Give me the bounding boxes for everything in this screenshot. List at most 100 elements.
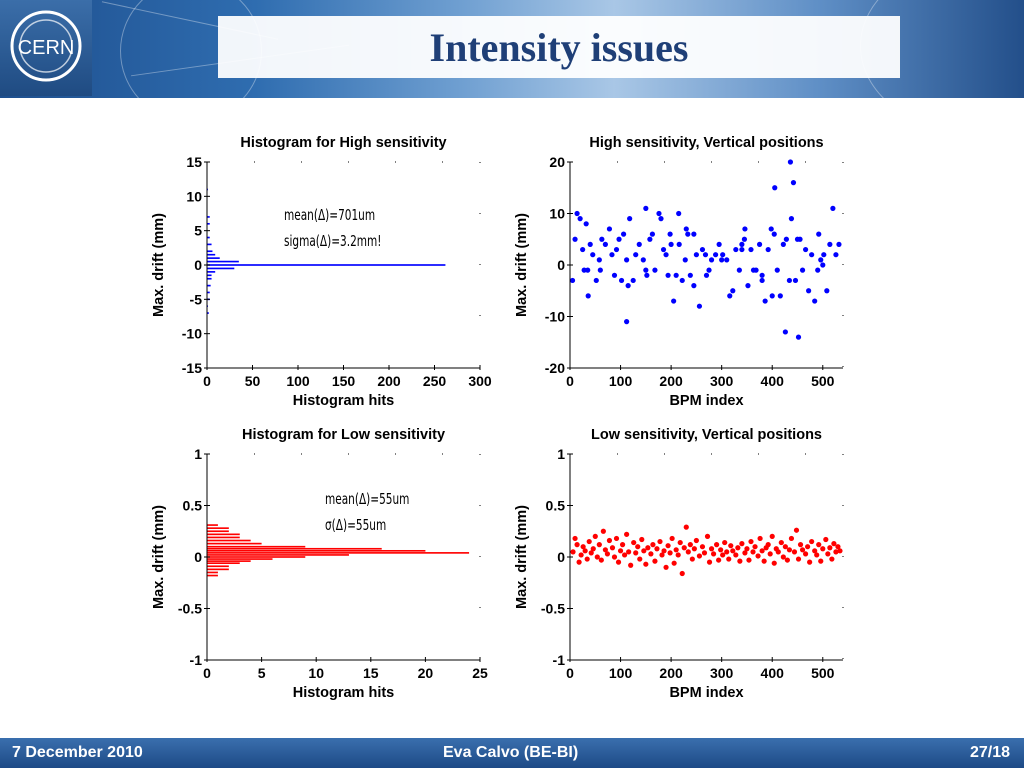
histogram-bar bbox=[207, 277, 212, 280]
scatter-point bbox=[626, 549, 632, 555]
x-axis-label: BPM index bbox=[669, 393, 743, 409]
scatter-point bbox=[682, 257, 688, 263]
x-tick-label: 5 bbox=[258, 665, 266, 681]
footer-date: 7 December 2010 bbox=[12, 744, 143, 761]
scatter-point bbox=[739, 246, 745, 253]
scatter-point bbox=[590, 252, 596, 258]
footer-author: Eva Calvo (BE-BI) bbox=[443, 744, 579, 761]
scatter-point bbox=[788, 535, 795, 542]
scatter-point bbox=[597, 267, 603, 273]
y-axis-label: Max. drift (mm) bbox=[514, 213, 530, 317]
scatter-point bbox=[592, 533, 598, 539]
scatter-point bbox=[767, 551, 773, 557]
scatter-point bbox=[805, 544, 811, 550]
scatter-point bbox=[809, 538, 815, 545]
scatter-point bbox=[780, 554, 786, 560]
scatter-point bbox=[726, 556, 732, 562]
scatter-point bbox=[820, 262, 826, 268]
scatter-point bbox=[577, 216, 583, 222]
y-tick-label: -5 bbox=[190, 291, 203, 307]
scatter-point bbox=[574, 210, 580, 217]
scatter-point bbox=[587, 241, 593, 247]
scatter-point bbox=[668, 241, 674, 247]
x-tick-label: 25 bbox=[472, 665, 488, 681]
scatter-point bbox=[689, 556, 695, 562]
scatter-point bbox=[673, 547, 679, 553]
scatter-point bbox=[667, 550, 673, 556]
histogram-bar bbox=[207, 267, 235, 270]
histogram-bar bbox=[207, 527, 229, 529]
y-tick-label: -1 bbox=[190, 652, 203, 668]
scatter-point bbox=[802, 551, 809, 557]
scatter-point bbox=[748, 246, 754, 253]
scatter-point bbox=[569, 277, 576, 284]
histogram-bar bbox=[207, 539, 251, 542]
y-axis-label: Max. drift (mm) bbox=[514, 505, 530, 609]
scatter-point bbox=[636, 241, 642, 247]
scatter-point bbox=[620, 231, 627, 237]
y-tick-label: 0 bbox=[557, 549, 565, 565]
histogram-bar bbox=[207, 291, 210, 294]
scatter-point bbox=[797, 542, 804, 548]
footer-bar: 7 December 2010 Eva Calvo (BE-BI) 27/18 bbox=[0, 738, 1024, 768]
scatter-point bbox=[572, 535, 578, 542]
x-tick-label: 100 bbox=[609, 373, 633, 389]
histogram-bar bbox=[207, 552, 470, 554]
scatter-point bbox=[681, 545, 687, 551]
scatter-point bbox=[624, 531, 630, 537]
scatter-point bbox=[771, 231, 777, 237]
scatter-point bbox=[818, 558, 824, 564]
scatter-point bbox=[713, 252, 719, 258]
low-sigma-text: σ(Δ)=55um bbox=[325, 516, 387, 534]
scatter-point bbox=[691, 546, 697, 552]
scatter-point bbox=[755, 553, 761, 559]
scatter-point bbox=[708, 546, 715, 552]
scatter-point bbox=[827, 545, 833, 551]
scatter-point bbox=[609, 252, 615, 258]
x-tick-label: 500 bbox=[811, 665, 835, 681]
y-tick-label: -15 bbox=[182, 360, 202, 376]
y-tick-label: 10 bbox=[186, 188, 202, 204]
scatter-point bbox=[790, 180, 797, 186]
scatter-point bbox=[627, 216, 633, 222]
scatter-point bbox=[637, 556, 643, 562]
scatter-point bbox=[833, 252, 839, 258]
scatter-point bbox=[665, 272, 671, 278]
header-banner: CERN Intensity issues bbox=[0, 0, 1024, 98]
scatter-point bbox=[835, 544, 841, 550]
scatter-point bbox=[611, 554, 618, 560]
scatter-point bbox=[739, 241, 745, 247]
x-tick-label: 20 bbox=[418, 665, 434, 681]
histogram-bar bbox=[207, 312, 209, 314]
scatter-point bbox=[687, 542, 693, 548]
y-tick-label: -1 bbox=[553, 652, 566, 668]
scatter-point bbox=[606, 537, 613, 544]
scatter-point bbox=[647, 236, 653, 242]
x-tick-label: 300 bbox=[710, 373, 734, 389]
scatter-point bbox=[676, 210, 682, 217]
page-title: Intensity issues bbox=[429, 24, 689, 70]
histogram-bar bbox=[207, 562, 240, 565]
x-tick-label: 0 bbox=[566, 373, 574, 389]
x-tick-label: 10 bbox=[308, 665, 324, 681]
x-tick-label: 300 bbox=[468, 373, 492, 389]
histogram-bar bbox=[207, 530, 229, 533]
scatter-point bbox=[679, 570, 685, 577]
scatter-point bbox=[615, 559, 622, 565]
scatter-point bbox=[812, 548, 818, 554]
scatter-point bbox=[663, 564, 669, 570]
histogram-bar bbox=[207, 216, 210, 218]
scatter-point bbox=[606, 226, 613, 232]
scatter-point bbox=[742, 226, 748, 232]
x-tick-label: 0 bbox=[566, 665, 574, 681]
scatter-point bbox=[598, 557, 604, 563]
histogram-bar bbox=[207, 274, 212, 277]
scatter-point bbox=[596, 542, 602, 548]
scatter-point bbox=[716, 241, 722, 247]
histogram-bar bbox=[207, 257, 220, 259]
scatter-point bbox=[644, 272, 650, 278]
scatter-point bbox=[643, 205, 649, 211]
scatter-point bbox=[594, 554, 600, 560]
x-tick-label: 200 bbox=[659, 373, 683, 389]
scatter-point bbox=[685, 549, 691, 555]
